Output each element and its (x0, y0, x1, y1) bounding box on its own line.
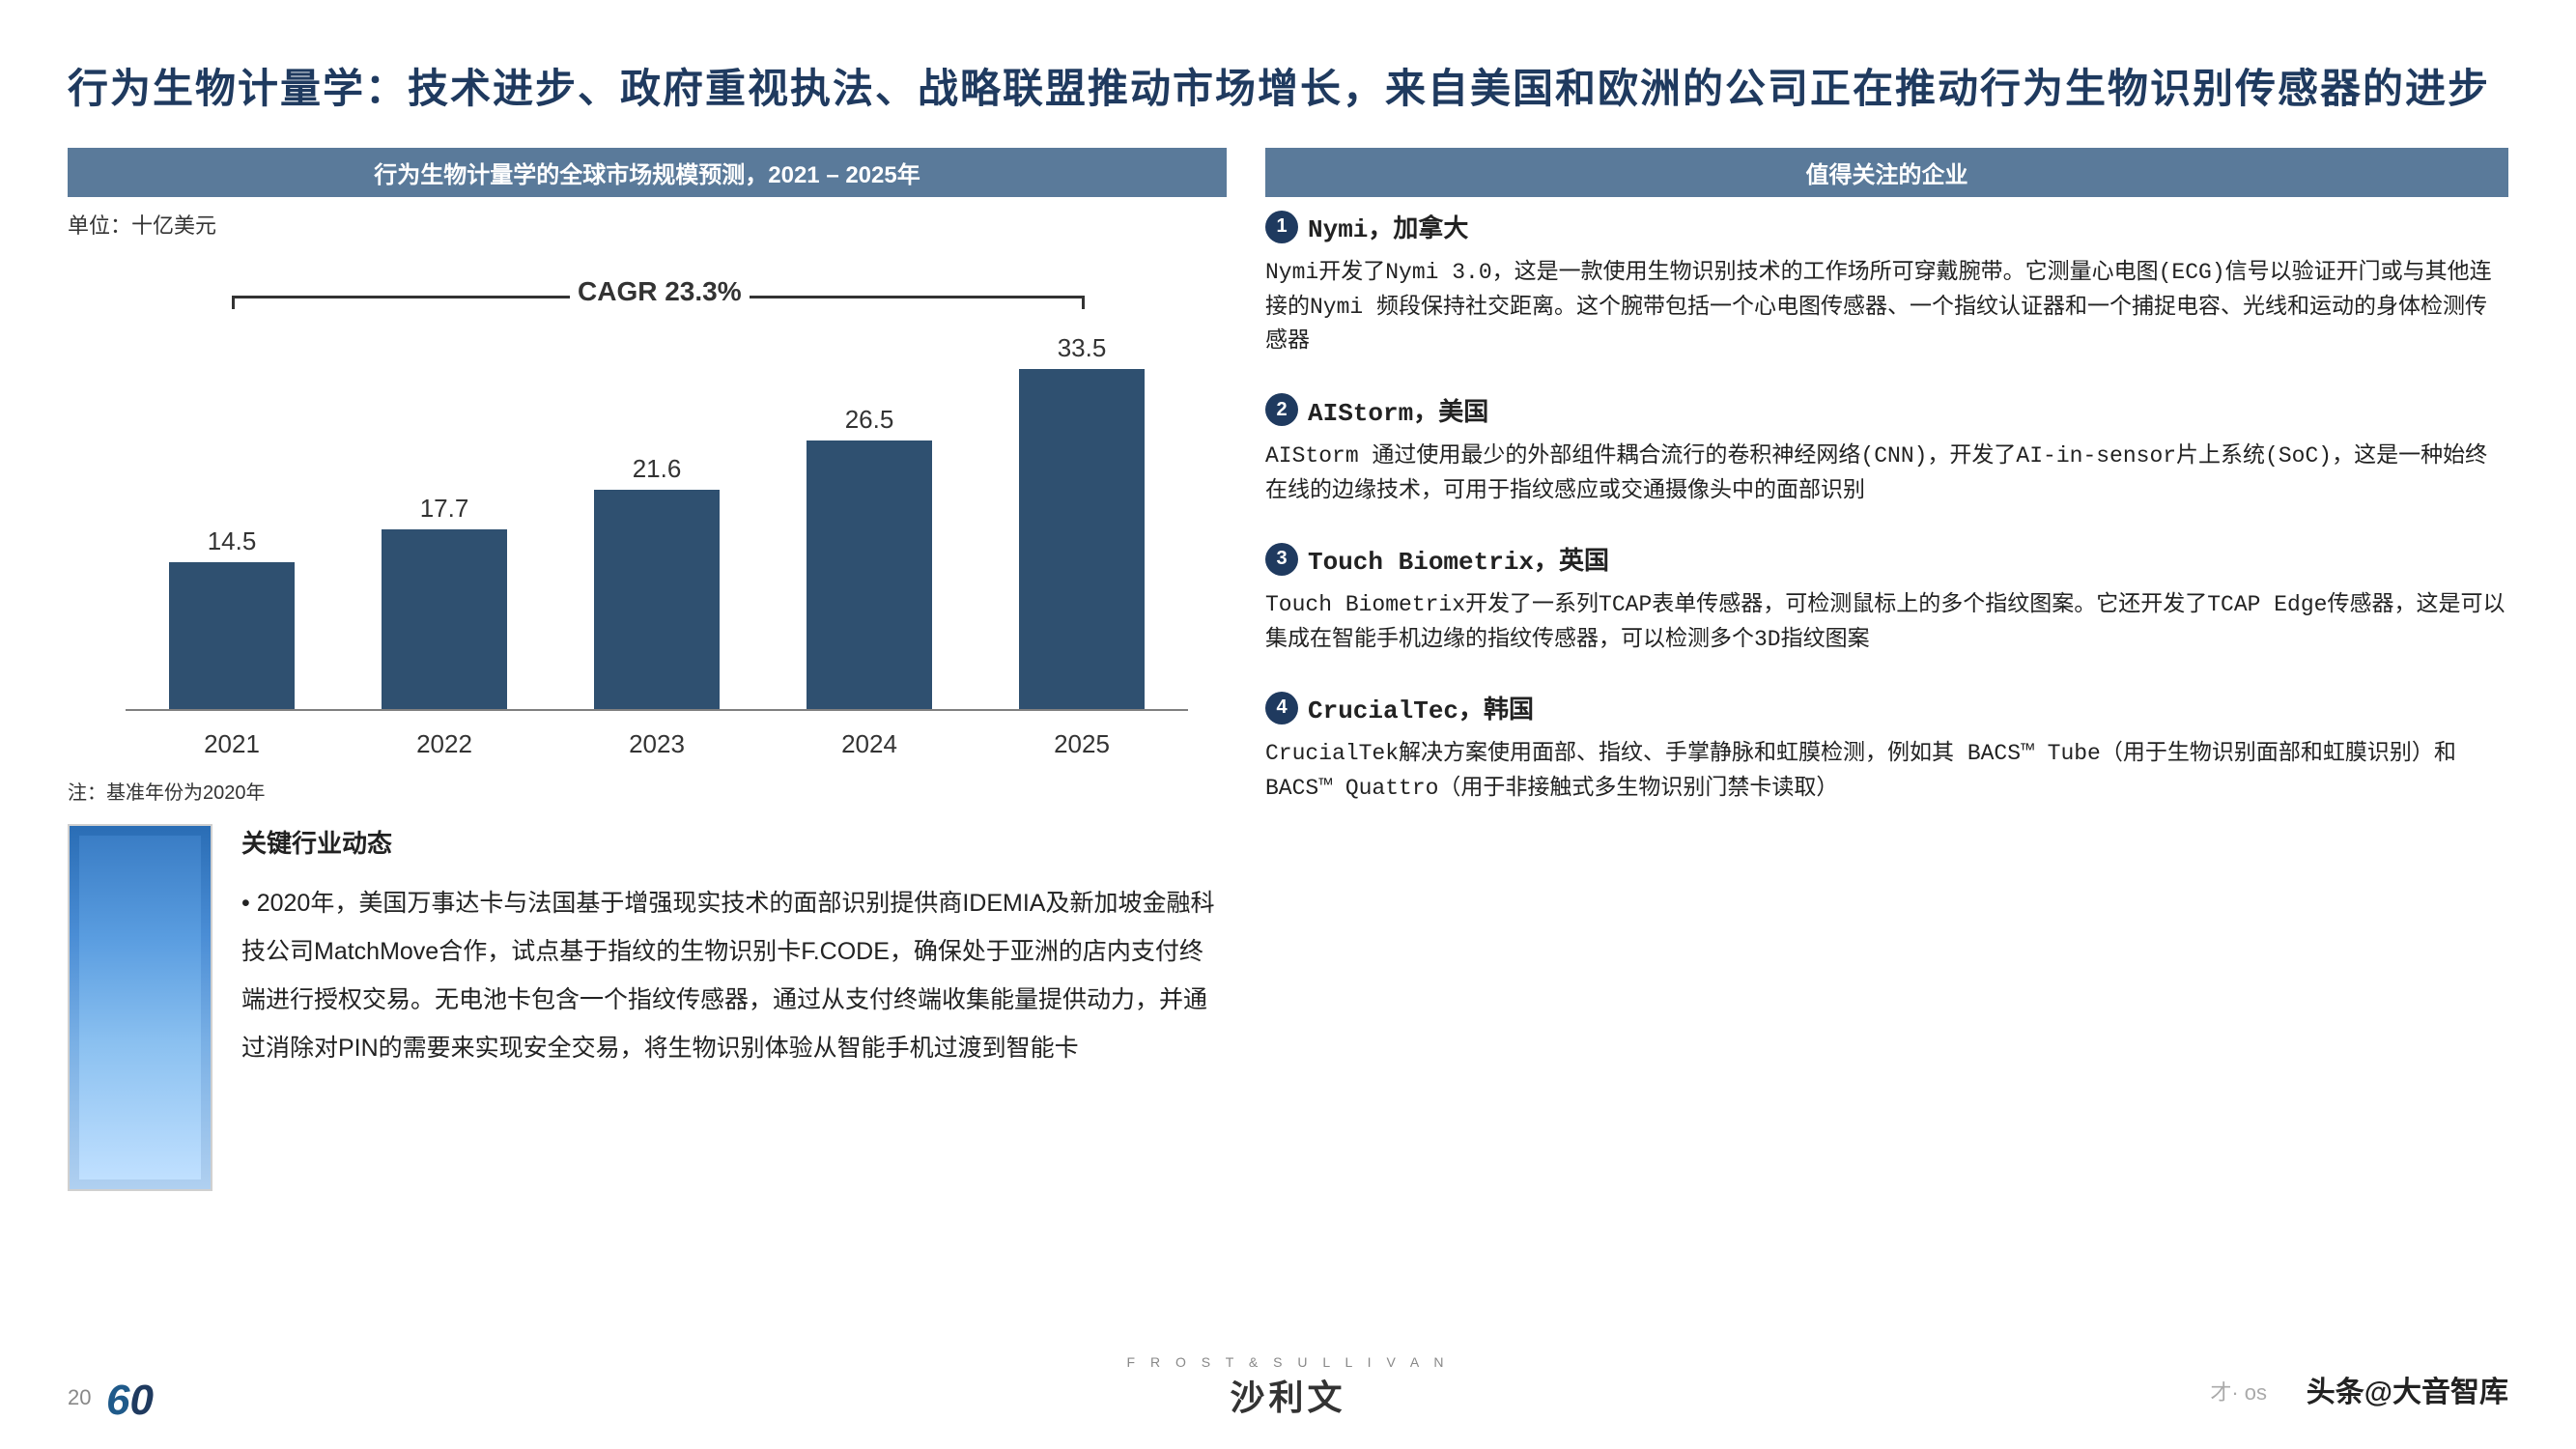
bar-value-label: 17.7 (420, 494, 469, 524)
logo-0: 0 (129, 1377, 153, 1424)
cagr-tick-right (1082, 296, 1085, 309)
company-item: 3 Touch Biometrix，英国 Touch Biometrix开发了一系列… (1265, 541, 2508, 657)
bar-value-label: 26.5 (845, 405, 894, 435)
x-axis-label: 2024 (792, 729, 947, 759)
industry-body: 2020年，美国万事达卡与法国基于增强现实技术的面部识别提供商IDEMIA及新加… (241, 879, 1227, 1072)
chart-x-labels: 2021 2022 2023 2024 2025 (126, 729, 1188, 759)
company-item: 2 AIStorm，美国 AIStorm 通过使用最少的外部组件耦合流行的卷积神经网… (1265, 392, 2508, 508)
company-name: AIStorm，美国 (1308, 392, 1488, 428)
bar-value-label: 21.6 (633, 454, 682, 484)
slide-title: 行为生物计量学：技术进步、政府重视执法、战略联盟推动市场增长，来自美国和欧洲的公… (68, 58, 2508, 119)
right-column: 值得关注的企业 1 Nymi，加拿大 Nymi开发了Nymi 3.0，这是一款使用生… (1265, 148, 2508, 1191)
bar-value-label: 33.5 (1058, 333, 1107, 363)
company-item: 4 CrucialTec，韩国 CrucialTek解决方案使用面部、指纹、手掌静脉… (1265, 690, 2508, 806)
company-description: AIStorm 通过使用最少的外部组件耦合流行的卷积神经网络(CNN)，开发了A… (1265, 440, 2508, 508)
chart-footnote: 注：基准年份为2020年 (68, 777, 1227, 805)
bar (594, 490, 720, 709)
watermark-faded: 才· os (2210, 1376, 2267, 1406)
company-description: Touch Biometrix开发了一系列TCAP表单传感器，可检测鼠标上的多个… (1265, 588, 2508, 657)
company-number-badge: 2 (1265, 393, 1298, 426)
company-name: Nymi，加拿大 (1308, 209, 1468, 244)
bar-value-label: 14.5 (208, 526, 257, 556)
x-axis-label: 2021 (155, 729, 309, 759)
watermark-text: 头条@大音智库 (2307, 1368, 2508, 1410)
company-description: Nymi开发了Nymi 3.0，这是一款使用生物识别技术的工作场所可穿戴腕带。它… (1265, 256, 2508, 359)
x-axis-label: 2022 (367, 729, 522, 759)
frost-sullivan-logo: F R O S T & S U L L I V A N 沙利文 (1127, 1354, 1450, 1420)
left-column: 行为生物计量学的全球市场规模预测，2021 – 2025年 单位：十亿美元 14… (68, 148, 1227, 1191)
bar (807, 440, 932, 709)
bar-chart: 14.517.721.626.533.5 2021202220232024202… (68, 247, 1227, 769)
company-item: 1 Nymi，加拿大 Nymi开发了Nymi 3.0，这是一款使用生物识别技术的工作… (1265, 209, 2508, 359)
page-number: 20 (68, 1385, 91, 1410)
company-header: 2 AIStorm，美国 (1265, 392, 2508, 428)
company-name: CrucialTec，韩国 (1308, 690, 1534, 725)
cagr-label: CAGR 23.3% (570, 276, 750, 307)
company-header: 1 Nymi，加拿大 (1265, 209, 2508, 244)
bar-group: 14.5 (155, 526, 309, 709)
company-number-badge: 1 (1265, 211, 1298, 243)
decorative-gradient-box (68, 824, 212, 1191)
industry-section: 关键行业动态 2020年，美国万事达卡与法国基于增强现实技术的面部识别提供商ID… (68, 824, 1227, 1191)
bar (169, 562, 295, 709)
logo-6: 6 (106, 1377, 129, 1424)
company-number-badge: 4 (1265, 692, 1298, 724)
chart-header: 行为生物计量学的全球市场规模预测，2021 – 2025年 (68, 148, 1227, 197)
logo-60-icon: 60 (106, 1377, 154, 1425)
bar-group: 17.7 (367, 494, 522, 709)
chart-bars: 14.5 17.7 21.6 26.5 33.5 (126, 305, 1188, 711)
company-header: 3 Touch Biometrix，英国 (1265, 541, 2508, 577)
bar (382, 529, 507, 709)
x-axis-label: 2025 (1005, 729, 1159, 759)
bar-group: 26.5 (792, 405, 947, 709)
fs-logo-top: F R O S T & S U L L I V A N (1127, 1354, 1450, 1370)
bar-group: 21.6 (580, 454, 734, 709)
company-description: CrucialTek解决方案使用面部、指纹、手掌静脉和虹膜检测，例如其 BACS… (1265, 737, 2508, 806)
company-header: 4 CrucialTec，韩国 (1265, 690, 2508, 725)
fs-logo-main: 沙利文 (1127, 1370, 1450, 1420)
company-number-badge: 3 (1265, 543, 1298, 576)
companies-header: 值得关注的企业 (1265, 148, 2508, 197)
x-axis-label: 2023 (580, 729, 734, 759)
company-name: Touch Biometrix，英国 (1308, 541, 1609, 577)
bar-group: 33.5 (1005, 333, 1159, 709)
chart-unit: 单位：十亿美元 (68, 209, 1227, 240)
slide-footer: 20 60 F R O S T & S U L L I V A N 沙利文 才·… (0, 1362, 2576, 1430)
industry-heading: 关键行业动态 (241, 824, 1227, 860)
bar (1019, 369, 1145, 709)
